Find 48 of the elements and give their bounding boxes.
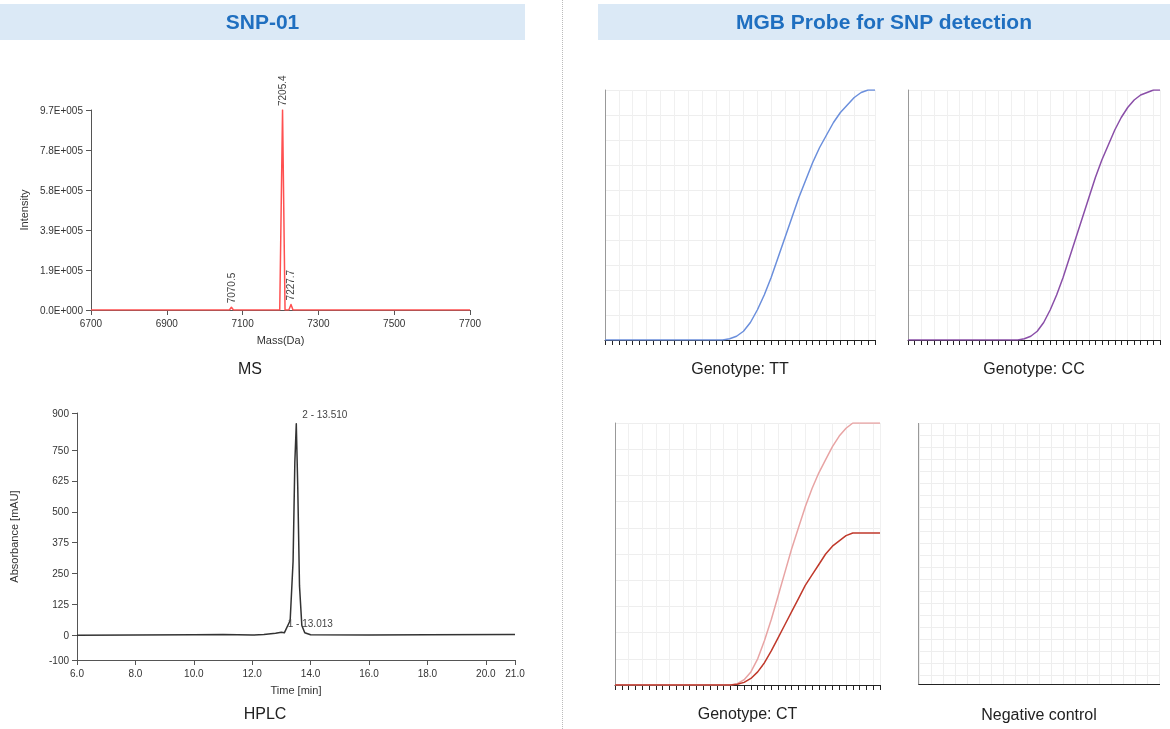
text: Genotype: CT (697, 704, 798, 722)
y-tick-label: 900 (52, 407, 70, 419)
text: MS (238, 359, 262, 377)
y-tick-label: 375 (52, 537, 70, 549)
x-tick-label: 6900 (155, 317, 179, 329)
annotation: 7070.5 (225, 272, 237, 304)
x-tick-label: 7700 (458, 317, 482, 329)
x-tick-label: 7300 (307, 317, 330, 329)
text: SNP-01 (0, 4, 525, 40)
text: Genotype: TT (691, 359, 789, 377)
x-tick-label: 14.0 (300, 667, 321, 679)
annotation: 7205.4 (277, 74, 289, 106)
annotation: 7227.7 (285, 269, 297, 301)
y-tick-label: 5.8E+005 (39, 184, 84, 196)
text: Negative control (980, 706, 1098, 724)
y-tick-label: 625 (52, 475, 70, 487)
y-tick-label: 1.9E+005 (39, 264, 84, 276)
x-tick-label: 7500 (383, 317, 406, 329)
y-tick-label: 125 (52, 598, 70, 610)
y-tick-label: 9.7E+005 (39, 104, 84, 116)
x-tick-label: 6.0 (70, 667, 85, 679)
y-tick-label: 7.8E+005 (39, 144, 84, 156)
y-tick-label: 0 (63, 629, 70, 641)
x-tick-label: 16.0 (359, 667, 380, 679)
x-tick-label: 12.0 (242, 667, 263, 679)
x-tick-label: 20.0 (476, 667, 496, 679)
line-series (76, 423, 516, 637)
x-tick-label: 6700 (79, 317, 103, 329)
x-tick-label: 10.0 (184, 667, 204, 679)
x-tick-label: 7100 (231, 317, 255, 329)
text: Genotype: CC (983, 359, 1085, 377)
text: MGB Probe for SNP detection (598, 4, 1170, 40)
x-axis-title: Time [min] (270, 683, 322, 696)
y-tick-label: 750 (52, 444, 70, 456)
y-tick-label: 3.9E+005 (39, 224, 84, 236)
y-tick-label: 250 (52, 568, 70, 580)
x-tick-label: 21.0 (505, 667, 526, 679)
y-tick-label: 0.0E+000 (39, 304, 84, 316)
y-tick-label: -100 (48, 654, 70, 666)
y-axis-title: Intensity (17, 189, 30, 231)
x-tick-label: 18.0 (417, 667, 438, 679)
y-axis-title: Absorbance [mAU] (7, 490, 20, 583)
annotation: 1 - 13.013 (287, 617, 334, 629)
text: HPLC (243, 704, 287, 722)
y-tick-label: 500 (52, 506, 70, 518)
annotation: 2 - 13.510 (302, 409, 348, 421)
x-axis-title: Mass(Da) (256, 333, 305, 346)
x-tick-label: 8.0 (128, 667, 143, 679)
